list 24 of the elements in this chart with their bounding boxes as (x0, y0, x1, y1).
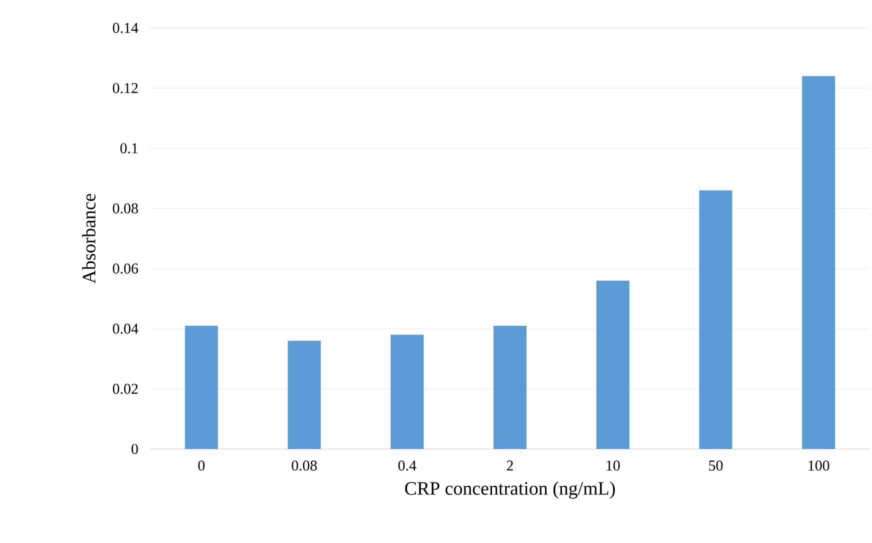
x-tick-label: 0.08 (292, 460, 317, 471)
x-tick-label: 2 (506, 460, 513, 470)
x-tick-label: 0 (198, 460, 205, 471)
x-tick-label: 100 (808, 460, 830, 471)
bar (596, 280, 630, 449)
x-axis-title: CRP concentration (ng/mL) (405, 482, 615, 499)
y-tick-label: 0.12 (112, 83, 138, 94)
y-tick-label: 0.02 (112, 384, 138, 394)
y-tick-label: 0.04 (112, 324, 138, 334)
bar (802, 76, 836, 449)
y-tick-label: 0.06 (112, 263, 138, 274)
y-tick-label: 0.08 (112, 203, 138, 214)
y-tick-label: 0.1 (120, 143, 138, 154)
y-axis-title: Absorbance (82, 194, 96, 284)
x-tick-label: 10 (606, 460, 620, 471)
y-tick-label: 0 (132, 444, 138, 454)
x-tick-label: 0.4 (398, 460, 416, 471)
y-tick-label: 0.14 (112, 22, 138, 34)
bar (494, 326, 527, 449)
bar (699, 190, 732, 449)
bar (184, 326, 218, 449)
bar (390, 334, 424, 449)
bar (288, 340, 321, 449)
x-tick-label: 50 (709, 460, 723, 471)
